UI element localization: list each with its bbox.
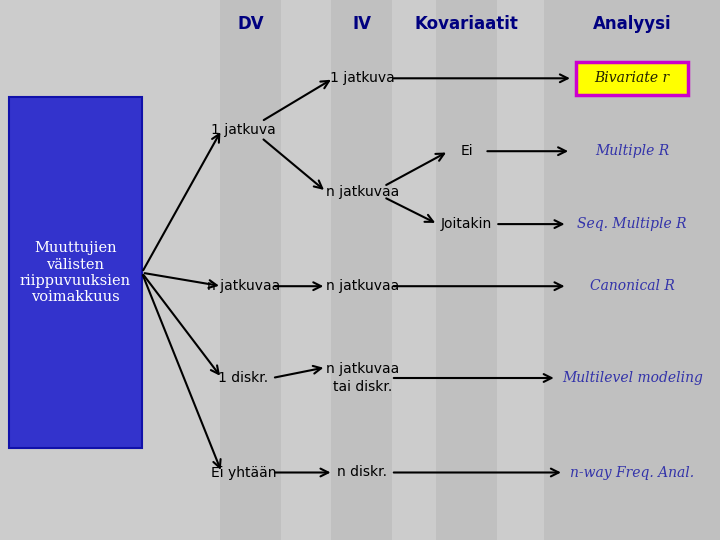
Text: n jatkuvaa: n jatkuvaa	[325, 279, 399, 293]
Text: DV: DV	[238, 15, 264, 33]
Text: n-way Freq. Anal.: n-way Freq. Anal.	[570, 465, 694, 480]
Bar	[331, 0, 392, 540]
Text: Multilevel modeling: Multilevel modeling	[562, 371, 703, 385]
Text: n jatkuvaa: n jatkuvaa	[325, 185, 399, 199]
Bar	[9, 97, 142, 448]
Text: Ei yhtään: Ei yhtään	[211, 465, 276, 480]
Text: Multiple R: Multiple R	[595, 144, 670, 158]
Text: n jatkuvaa: n jatkuvaa	[207, 279, 280, 293]
Text: Analyysi: Analyysi	[593, 15, 672, 33]
Text: n diskr.: n diskr.	[337, 465, 387, 480]
Text: Joitakin: Joitakin	[441, 217, 492, 231]
Text: Muuttujien
välisten
riippuvuuksien
voimakkuus: Muuttujien välisten riippuvuuksien voima…	[19, 241, 131, 304]
Bar	[220, 0, 281, 540]
Text: Kovariaatit: Kovariaatit	[415, 15, 518, 33]
Text: Seq. Multiple R: Seq. Multiple R	[577, 217, 687, 231]
Text: 1 jatkuva: 1 jatkuva	[211, 123, 276, 137]
Text: n jatkuvaa
tai diskr.: n jatkuvaa tai diskr.	[325, 362, 399, 394]
Text: Canonical R: Canonical R	[590, 279, 675, 293]
Text: Bivariate r: Bivariate r	[595, 71, 670, 85]
Text: 1 jatkuva: 1 jatkuva	[330, 71, 395, 85]
Bar	[544, 0, 720, 540]
Bar	[577, 62, 688, 95]
Text: Ei: Ei	[460, 144, 473, 158]
Text: IV: IV	[353, 15, 372, 33]
Bar	[436, 0, 497, 540]
Text: 1 diskr.: 1 diskr.	[218, 371, 269, 385]
